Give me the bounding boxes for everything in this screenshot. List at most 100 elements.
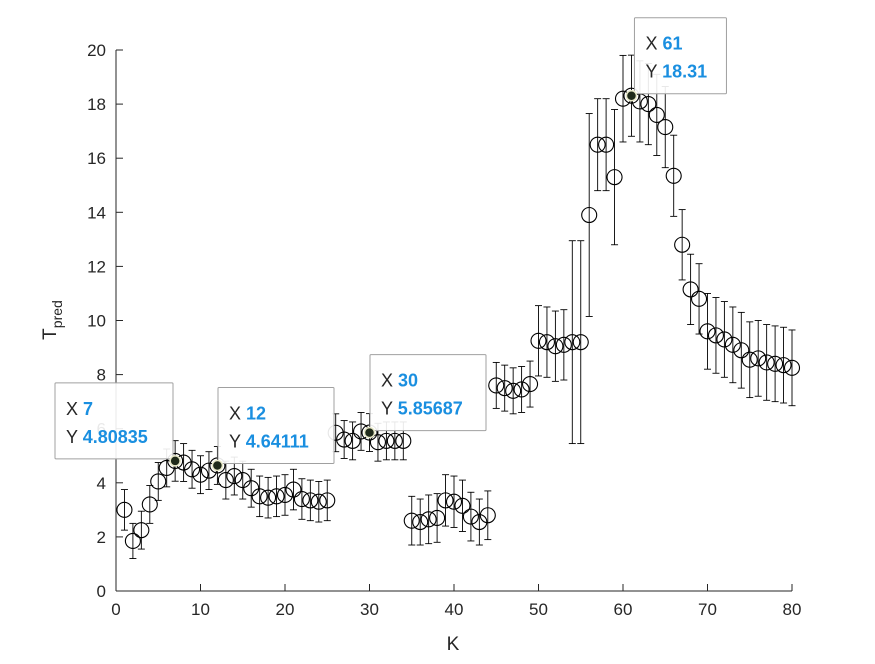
data-point[interactable] — [707, 327, 725, 344]
data-point[interactable] — [750, 350, 767, 367]
data-point[interactable] — [513, 381, 530, 398]
data-point[interactable] — [479, 507, 496, 524]
data-point[interactable] — [429, 509, 446, 527]
data-point[interactable] — [116, 501, 133, 518]
data-point[interactable] — [344, 432, 361, 449]
data-point[interactable] — [783, 359, 801, 376]
error-bar — [763, 324, 771, 401]
error-bar — [551, 310, 559, 382]
data-point[interactable] — [581, 206, 598, 224]
data-point[interactable] — [268, 488, 285, 505]
error-bar — [661, 86, 669, 169]
datatip[interactable]: X 7Y 4.80835 — [54, 382, 181, 467]
data-point[interactable] — [209, 457, 226, 474]
data-point[interactable] — [369, 434, 387, 451]
data-point[interactable] — [412, 513, 429, 531]
data-point[interactable] — [141, 496, 158, 513]
datatip-box — [217, 386, 335, 464]
data-point[interactable] — [184, 461, 201, 478]
error-bar — [678, 209, 686, 281]
error-bar — [129, 522, 137, 559]
y-tick-label: 0 — [97, 582, 106, 601]
data-point[interactable] — [682, 281, 699, 298]
x-tick-label: 10 — [191, 600, 210, 619]
data-point[interactable] — [648, 106, 665, 123]
data-point[interactable] — [598, 136, 615, 153]
data-point[interactable] — [336, 431, 353, 448]
data-point[interactable] — [378, 432, 395, 449]
data-point[interactable] — [547, 338, 564, 355]
data-point[interactable] — [733, 342, 750, 359]
error-bar — [120, 489, 128, 531]
data-point[interactable] — [657, 119, 674, 136]
data-point[interactable] — [505, 382, 522, 399]
data-point[interactable] — [538, 334, 556, 351]
data-point[interactable] — [454, 497, 471, 514]
error-bar — [492, 361, 500, 409]
data-point[interactable] — [623, 87, 640, 104]
error-bar — [442, 474, 450, 527]
data-point[interactable] — [420, 511, 437, 528]
data-point[interactable] — [496, 380, 513, 397]
datatip-box — [369, 354, 487, 432]
data-point[interactable] — [521, 376, 539, 393]
data-point[interactable] — [403, 512, 420, 529]
data-point[interactable] — [606, 169, 623, 186]
data-point[interactable] — [589, 136, 606, 153]
data-point[interactable] — [293, 490, 310, 508]
datatip-x-value: 30 — [398, 371, 418, 391]
data-point[interactable] — [234, 472, 251, 489]
data-point[interactable] — [758, 354, 775, 371]
data-point[interactable] — [716, 331, 733, 348]
data-point[interactable] — [260, 489, 277, 506]
error-bar — [475, 498, 483, 546]
data-point[interactable] — [640, 96, 657, 113]
data-point[interactable] — [395, 432, 412, 449]
data-point[interactable] — [167, 452, 184, 469]
data-point[interactable] — [488, 377, 505, 394]
error-bar — [687, 253, 695, 326]
error-bar — [298, 478, 306, 520]
data-point[interactable] — [471, 513, 488, 531]
data-point[interactable] — [462, 508, 479, 525]
data-point[interactable] — [217, 472, 234, 489]
data-point[interactable] — [302, 492, 319, 509]
error-bar — [180, 443, 188, 482]
data-point[interactable] — [674, 236, 691, 253]
data-point[interactable] — [251, 488, 268, 505]
data-point[interactable] — [133, 522, 150, 539]
data-point[interactable] — [310, 493, 327, 510]
data-point[interactable] — [530, 332, 547, 349]
datatip[interactable]: X 61Y 18.31 — [625, 17, 727, 102]
datatip[interactable]: X 30Y 5.85687 — [363, 354, 487, 439]
data-point[interactable] — [767, 355, 784, 372]
data-point[interactable] — [124, 532, 141, 550]
error-bar — [467, 491, 475, 542]
data-point[interactable] — [699, 323, 716, 340]
data-point[interactable] — [690, 290, 708, 307]
data-point[interactable] — [775, 357, 792, 374]
error-bar — [137, 510, 145, 550]
data-point[interactable] — [192, 466, 209, 483]
data-point[interactable] — [243, 480, 260, 497]
datatip[interactable]: X 12Y 4.64111 — [211, 386, 335, 472]
data-point[interactable] — [572, 334, 589, 351]
data-point[interactable] — [276, 486, 294, 504]
data-point[interactable] — [741, 351, 758, 368]
data-point[interactable] — [150, 473, 167, 490]
data-point[interactable] — [319, 492, 336, 509]
data-point[interactable] — [665, 167, 682, 184]
datatip-x-row: X 61 — [645, 34, 682, 54]
data-point[interactable] — [285, 481, 302, 498]
data-point[interactable] — [724, 336, 741, 353]
data-point[interactable] — [386, 432, 403, 449]
error-bar — [154, 462, 162, 501]
data-point[interactable] — [564, 334, 581, 351]
data-point[interactable] — [437, 492, 454, 509]
data-point[interactable] — [445, 493, 463, 510]
data-point[interactable] — [226, 467, 243, 485]
data-point[interactable] — [555, 336, 572, 353]
x-tick-label: 0 — [111, 600, 120, 619]
y-tick-label: 12 — [87, 257, 106, 276]
datatip-y-label: Y — [645, 62, 662, 82]
